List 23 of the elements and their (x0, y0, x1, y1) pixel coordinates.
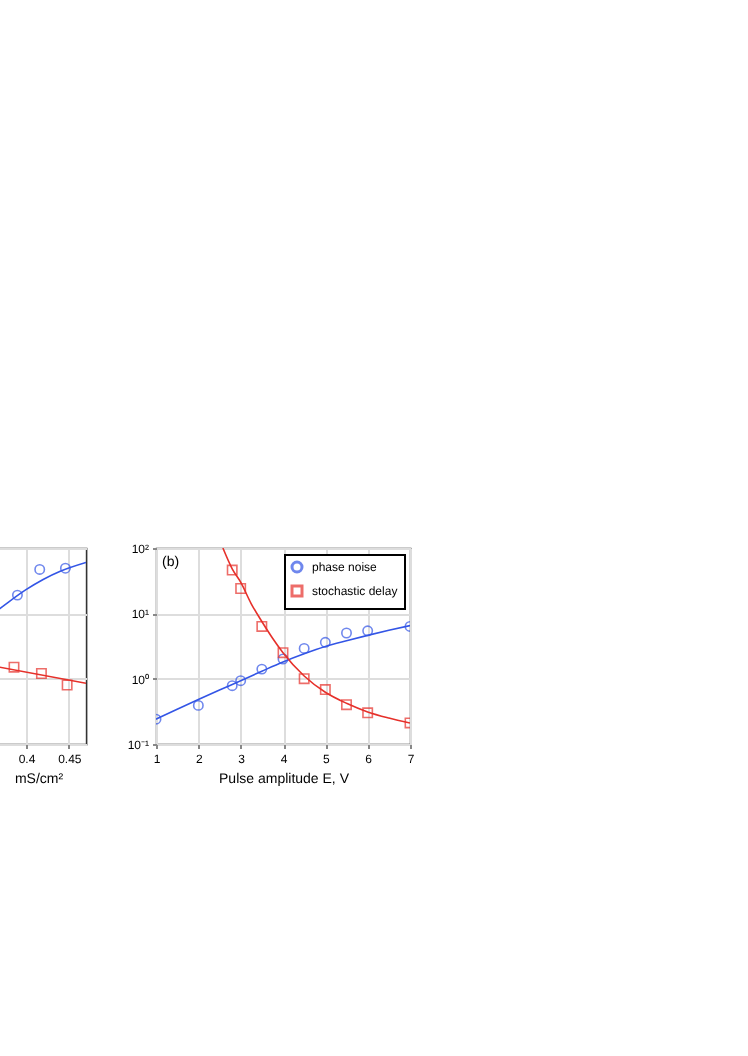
point (341, 699, 352, 711)
point (226, 564, 238, 576)
point (256, 620, 268, 632)
point (235, 583, 247, 594)
point (341, 627, 352, 639)
point (226, 680, 238, 692)
point (8, 661, 20, 673)
point (319, 636, 331, 648)
point (192, 699, 204, 711)
point (362, 625, 374, 637)
point (11, 589, 23, 601)
point (256, 663, 268, 675)
point (277, 653, 289, 665)
point (61, 679, 73, 691)
point (298, 673, 310, 685)
point (277, 647, 289, 659)
point (362, 707, 374, 719)
point (59, 562, 71, 574)
point (298, 642, 310, 654)
point (319, 684, 331, 696)
point (35, 668, 47, 679)
point (34, 563, 46, 575)
point (235, 675, 247, 687)
